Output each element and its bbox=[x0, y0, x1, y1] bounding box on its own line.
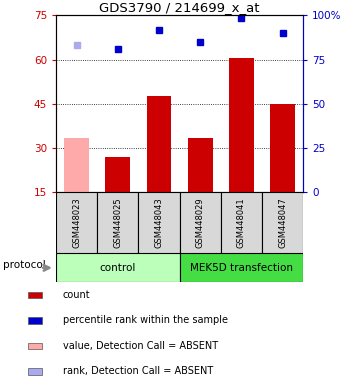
Bar bbox=[138, 192, 180, 253]
Bar bbox=[28, 317, 42, 324]
Text: GSM448047: GSM448047 bbox=[278, 197, 287, 248]
Bar bbox=[262, 192, 303, 253]
Bar bbox=[180, 192, 221, 253]
Text: GSM448043: GSM448043 bbox=[155, 197, 164, 248]
Text: percentile rank within the sample: percentile rank within the sample bbox=[63, 315, 228, 325]
Text: GSM448023: GSM448023 bbox=[72, 197, 81, 248]
Text: GSM448025: GSM448025 bbox=[113, 197, 122, 248]
Bar bbox=[105, 157, 130, 192]
Text: GSM448041: GSM448041 bbox=[237, 197, 246, 248]
Text: count: count bbox=[63, 290, 90, 300]
Bar bbox=[147, 96, 171, 192]
Text: value, Detection Call = ABSENT: value, Detection Call = ABSENT bbox=[63, 341, 218, 351]
Bar bbox=[97, 192, 138, 253]
Bar bbox=[56, 192, 97, 253]
Bar bbox=[28, 368, 42, 374]
Bar bbox=[221, 192, 262, 253]
Title: GDS3790 / 214699_x_at: GDS3790 / 214699_x_at bbox=[99, 1, 260, 14]
Bar bbox=[270, 104, 295, 192]
Bar bbox=[28, 343, 42, 349]
Text: MEK5D transfection: MEK5D transfection bbox=[190, 263, 293, 273]
Text: control: control bbox=[100, 263, 136, 273]
Bar bbox=[229, 58, 254, 192]
Text: rank, Detection Call = ABSENT: rank, Detection Call = ABSENT bbox=[63, 366, 213, 376]
Bar bbox=[28, 292, 42, 298]
Text: GSM448029: GSM448029 bbox=[196, 197, 205, 248]
Text: protocol: protocol bbox=[3, 260, 45, 270]
Bar bbox=[188, 137, 213, 192]
Bar bbox=[56, 253, 180, 282]
Bar bbox=[64, 137, 89, 192]
Bar bbox=[180, 253, 303, 282]
